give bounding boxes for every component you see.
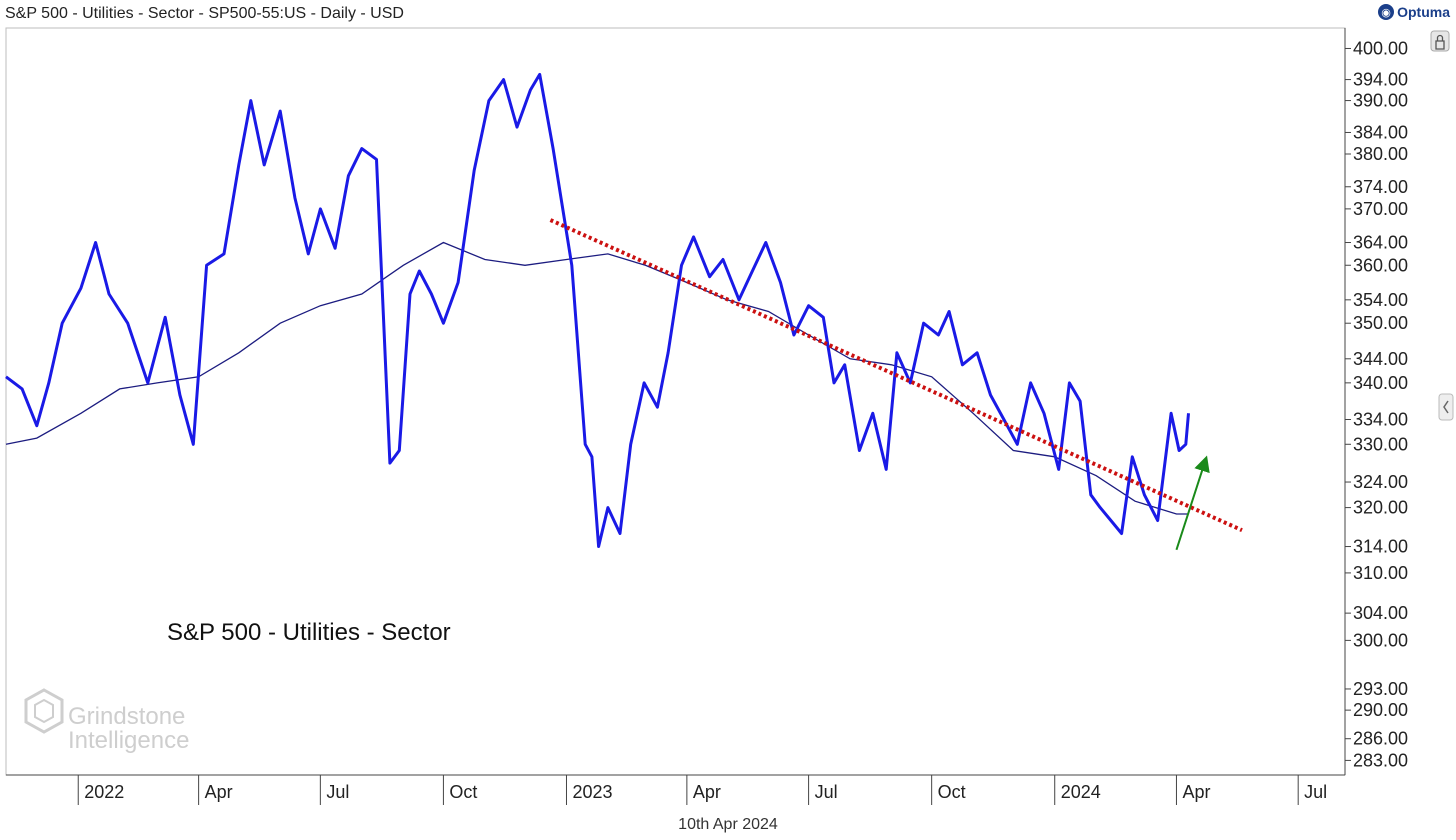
y-tick-label: 354.00 — [1353, 290, 1408, 310]
x-axis: 2022 Apr Jul Oct 2023 Apr Jul Oct 2024 Apr Jul — [77, 775, 1327, 805]
y-tick-label: 380.00 — [1353, 144, 1408, 164]
y-tick-label: 364.00 — [1353, 233, 1408, 253]
chart-header-title: S&P 500 - Utilities - Sector - SP500-55:… — [5, 5, 404, 22]
moving-average-line — [5, 241, 1189, 515]
chart-date: 10th Apr 2024 — [678, 816, 778, 833]
plot-frame — [5, 27, 1346, 776]
y-tick-label: 334.00 — [1353, 409, 1408, 429]
y-tick-label: 350.00 — [1353, 313, 1408, 333]
x-tick-label: Jul — [1304, 782, 1327, 802]
x-tick-label: Apr — [205, 782, 233, 802]
grindstone-logo-inner-icon — [34, 698, 54, 724]
optuma-logo-icon: ◉ — [1378, 4, 1395, 20]
y-tick-label: 340.00 — [1353, 373, 1408, 393]
watermark-line1: Grindstone — [68, 703, 185, 730]
y-tick-label: 310.00 — [1353, 563, 1408, 583]
y-tick-label: 300.00 — [1353, 630, 1408, 650]
y-tick-label: 330.00 — [1353, 434, 1408, 454]
series-label: S&P 500 - Utilities - Sector — [167, 619, 451, 646]
watermark-line2: Intelligence — [68, 727, 189, 754]
y-tick-label: 286.00 — [1353, 729, 1408, 749]
y-tick-label: 374.00 — [1353, 177, 1408, 197]
x-tick-label: 2022 — [84, 782, 124, 802]
x-tick-label: 2023 — [572, 782, 612, 802]
x-tick-label: Oct — [938, 782, 966, 802]
y-tick-label: 314.00 — [1353, 537, 1408, 557]
brand-logo: ◉ Optuma — [1378, 4, 1450, 20]
y-tick-label: 290.00 — [1353, 700, 1408, 720]
grindstone-logo-icon — [24, 688, 64, 734]
collapse-panel-handle[interactable] — [1438, 393, 1454, 421]
price-series-line — [5, 72, 1190, 548]
chevron-left-icon — [1443, 400, 1449, 414]
y-tick-label: 283.00 — [1353, 750, 1408, 770]
y-tick-label: 360.00 — [1353, 255, 1408, 275]
x-tick-label: Apr — [1182, 782, 1210, 802]
y-tick-label: 384.00 — [1353, 122, 1408, 142]
y-tick-label: 344.00 — [1353, 349, 1408, 369]
watermark: Grindstone Intelligence — [24, 688, 189, 754]
x-tick-label: Jul — [326, 782, 349, 802]
y-tick-label: 400.00 — [1353, 38, 1408, 58]
brand-name: Optuma — [1397, 4, 1450, 20]
x-tick-label: Oct — [449, 782, 477, 802]
y-tick-label: 324.00 — [1353, 472, 1408, 492]
breakout-arrow — [1175, 455, 1210, 551]
y-tick-label: 394.00 — [1353, 70, 1408, 90]
y-tick-label: 320.00 — [1353, 498, 1408, 518]
y-tick-label: 370.00 — [1353, 199, 1408, 219]
x-tick-label: Jul — [815, 782, 838, 802]
resistance-trendline — [549, 218, 1243, 533]
y-tick-label: 304.00 — [1353, 603, 1408, 623]
y-tick-label: 390.00 — [1353, 91, 1408, 111]
lock-glyph — [1435, 34, 1445, 50]
x-tick-label: 2024 — [1061, 782, 1101, 802]
y-tick-label: 293.00 — [1353, 679, 1408, 699]
x-tick-label: Apr — [693, 782, 721, 802]
